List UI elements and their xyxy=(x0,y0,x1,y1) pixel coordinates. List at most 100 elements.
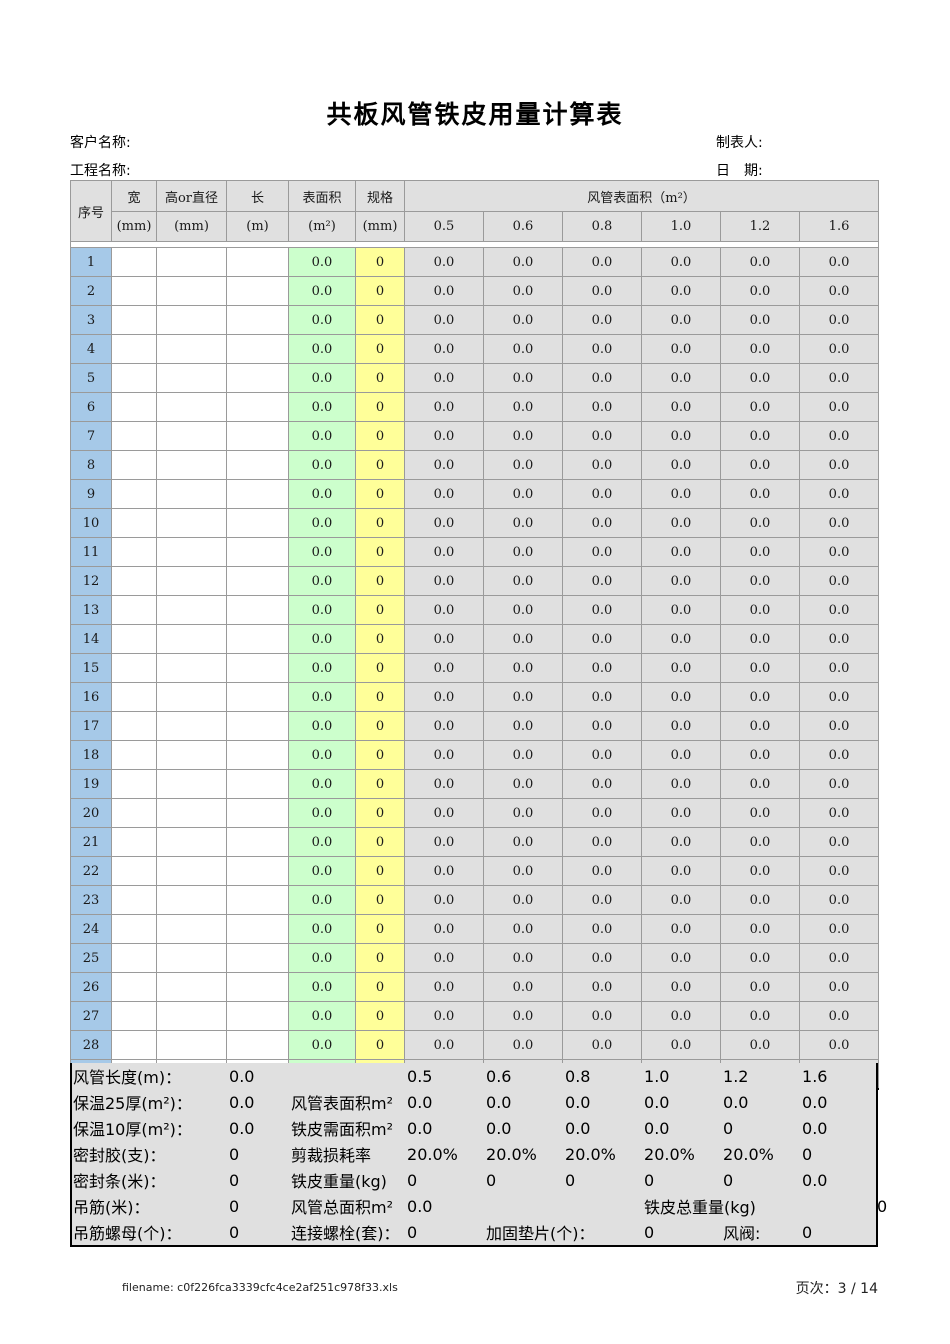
length-input-cell[interactable] xyxy=(226,450,289,480)
spec-cell[interactable]: 0 xyxy=(355,392,405,422)
height-input-cell[interactable] xyxy=(156,450,227,480)
height-input-cell[interactable] xyxy=(156,247,227,277)
width-input-cell[interactable] xyxy=(111,450,157,480)
height-input-cell[interactable] xyxy=(156,653,227,683)
width-input-cell[interactable] xyxy=(111,653,157,683)
height-input-cell[interactable] xyxy=(156,508,227,538)
height-input-cell[interactable] xyxy=(156,334,227,364)
height-input-cell[interactable] xyxy=(156,711,227,741)
width-input-cell[interactable] xyxy=(111,798,157,828)
spec-cell[interactable]: 0 xyxy=(355,276,405,306)
spec-cell[interactable]: 0 xyxy=(355,363,405,393)
spec-cell[interactable]: 0 xyxy=(355,334,405,364)
length-input-cell[interactable] xyxy=(226,595,289,625)
length-input-cell[interactable] xyxy=(226,363,289,393)
spec-cell[interactable]: 0 xyxy=(355,624,405,654)
spec-cell[interactable]: 0 xyxy=(355,914,405,944)
height-input-cell[interactable] xyxy=(156,740,227,770)
spec-cell[interactable]: 0 xyxy=(355,653,405,683)
length-input-cell[interactable] xyxy=(226,566,289,596)
spec-cell[interactable]: 0 xyxy=(355,711,405,741)
length-input-cell[interactable] xyxy=(226,914,289,944)
width-input-cell[interactable] xyxy=(111,537,157,567)
spec-cell[interactable]: 0 xyxy=(355,972,405,1002)
length-input-cell[interactable] xyxy=(226,421,289,451)
height-input-cell[interactable] xyxy=(156,421,227,451)
width-input-cell[interactable] xyxy=(111,566,157,596)
width-input-cell[interactable] xyxy=(111,769,157,799)
spec-cell[interactable]: 0 xyxy=(355,1001,405,1031)
length-input-cell[interactable] xyxy=(226,247,289,277)
length-input-cell[interactable] xyxy=(226,827,289,857)
length-input-cell[interactable] xyxy=(226,334,289,364)
length-input-cell[interactable] xyxy=(226,856,289,886)
height-input-cell[interactable] xyxy=(156,827,227,857)
height-input-cell[interactable] xyxy=(156,943,227,973)
height-input-cell[interactable] xyxy=(156,537,227,567)
length-input-cell[interactable] xyxy=(226,392,289,422)
length-input-cell[interactable] xyxy=(226,769,289,799)
height-input-cell[interactable] xyxy=(156,885,227,915)
width-input-cell[interactable] xyxy=(111,1030,157,1060)
length-input-cell[interactable] xyxy=(226,972,289,1002)
length-input-cell[interactable] xyxy=(226,305,289,335)
height-input-cell[interactable] xyxy=(156,595,227,625)
height-input-cell[interactable] xyxy=(156,479,227,509)
width-input-cell[interactable] xyxy=(111,943,157,973)
width-input-cell[interactable] xyxy=(111,885,157,915)
length-input-cell[interactable] xyxy=(226,1001,289,1031)
length-input-cell[interactable] xyxy=(226,711,289,741)
length-input-cell[interactable] xyxy=(226,1030,289,1060)
height-input-cell[interactable] xyxy=(156,1001,227,1031)
spec-cell[interactable]: 0 xyxy=(355,682,405,712)
width-input-cell[interactable] xyxy=(111,334,157,364)
spec-cell[interactable]: 0 xyxy=(355,856,405,886)
spec-cell[interactable]: 0 xyxy=(355,566,405,596)
length-input-cell[interactable] xyxy=(226,798,289,828)
length-input-cell[interactable] xyxy=(226,479,289,509)
width-input-cell[interactable] xyxy=(111,508,157,538)
width-input-cell[interactable] xyxy=(111,856,157,886)
height-input-cell[interactable] xyxy=(156,392,227,422)
spec-cell[interactable]: 0 xyxy=(355,740,405,770)
height-input-cell[interactable] xyxy=(156,624,227,654)
spec-cell[interactable]: 0 xyxy=(355,450,405,480)
spec-cell[interactable]: 0 xyxy=(355,769,405,799)
width-input-cell[interactable] xyxy=(111,305,157,335)
width-input-cell[interactable] xyxy=(111,363,157,393)
width-input-cell[interactable] xyxy=(111,595,157,625)
height-input-cell[interactable] xyxy=(156,276,227,306)
width-input-cell[interactable] xyxy=(111,392,157,422)
width-input-cell[interactable] xyxy=(111,740,157,770)
spec-cell[interactable]: 0 xyxy=(355,1030,405,1060)
width-input-cell[interactable] xyxy=(111,972,157,1002)
height-input-cell[interactable] xyxy=(156,769,227,799)
width-input-cell[interactable] xyxy=(111,276,157,306)
length-input-cell[interactable] xyxy=(226,943,289,973)
height-input-cell[interactable] xyxy=(156,1030,227,1060)
height-input-cell[interactable] xyxy=(156,305,227,335)
length-input-cell[interactable] xyxy=(226,276,289,306)
length-input-cell[interactable] xyxy=(226,653,289,683)
spec-cell[interactable]: 0 xyxy=(355,421,405,451)
length-input-cell[interactable] xyxy=(226,682,289,712)
height-input-cell[interactable] xyxy=(156,363,227,393)
width-input-cell[interactable] xyxy=(111,421,157,451)
width-input-cell[interactable] xyxy=(111,479,157,509)
spec-cell[interactable]: 0 xyxy=(355,305,405,335)
width-input-cell[interactable] xyxy=(111,914,157,944)
width-input-cell[interactable] xyxy=(111,247,157,277)
spec-cell[interactable]: 0 xyxy=(355,798,405,828)
length-input-cell[interactable] xyxy=(226,740,289,770)
spec-cell[interactable]: 0 xyxy=(355,943,405,973)
height-input-cell[interactable] xyxy=(156,856,227,886)
length-input-cell[interactable] xyxy=(226,537,289,567)
width-input-cell[interactable] xyxy=(111,624,157,654)
spec-cell[interactable]: 0 xyxy=(355,247,405,277)
spec-cell[interactable]: 0 xyxy=(355,885,405,915)
length-input-cell[interactable] xyxy=(226,508,289,538)
height-input-cell[interactable] xyxy=(156,682,227,712)
width-input-cell[interactable] xyxy=(111,827,157,857)
spec-cell[interactable]: 0 xyxy=(355,595,405,625)
width-input-cell[interactable] xyxy=(111,1001,157,1031)
